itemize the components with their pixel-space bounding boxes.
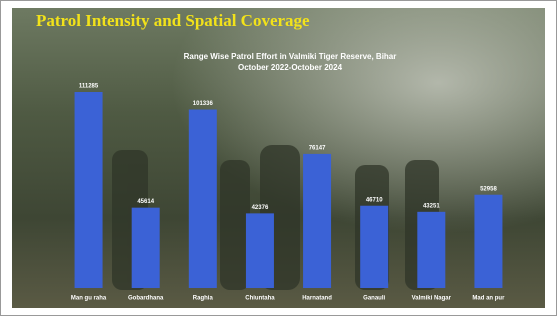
bar [474, 195, 502, 288]
value-label: 42376 [252, 205, 269, 211]
bar [189, 110, 217, 288]
chart-subtitle: October 2022-October 2024 [238, 63, 343, 72]
x-tick-label: Harnatand [302, 296, 332, 302]
value-label: 76147 [309, 145, 326, 151]
value-label: 52958 [480, 186, 497, 192]
chart: Patrol Intensity and Spatial Coverage Ra… [0, 0, 557, 316]
chart-title: Patrol Intensity and Spatial Coverage [36, 11, 310, 30]
bar [246, 213, 274, 288]
x-tick-label: Gobardhana [128, 296, 164, 302]
x-tick-label: Ganauli [363, 296, 385, 302]
bar [303, 154, 331, 288]
chart-subtitle: Range Wise Patrol Effort in Valmiki Tige… [184, 52, 397, 61]
value-label: 101336 [193, 101, 214, 107]
x-tick-label: Chiuntaha [245, 296, 275, 302]
x-tick-label: Mad an pur [472, 296, 505, 302]
bar [360, 206, 388, 288]
value-label: 111285 [79, 84, 99, 90]
x-tick-label: Valmiki Nagar [412, 296, 452, 302]
bar [132, 208, 160, 288]
x-tick-label: Man gu raha [71, 296, 107, 302]
bar [75, 92, 103, 288]
x-tick-label: Raghia [193, 296, 214, 302]
value-label: 46710 [366, 197, 383, 203]
bar [417, 212, 445, 288]
value-label: 45614 [137, 199, 154, 205]
value-label: 43251 [423, 203, 440, 209]
